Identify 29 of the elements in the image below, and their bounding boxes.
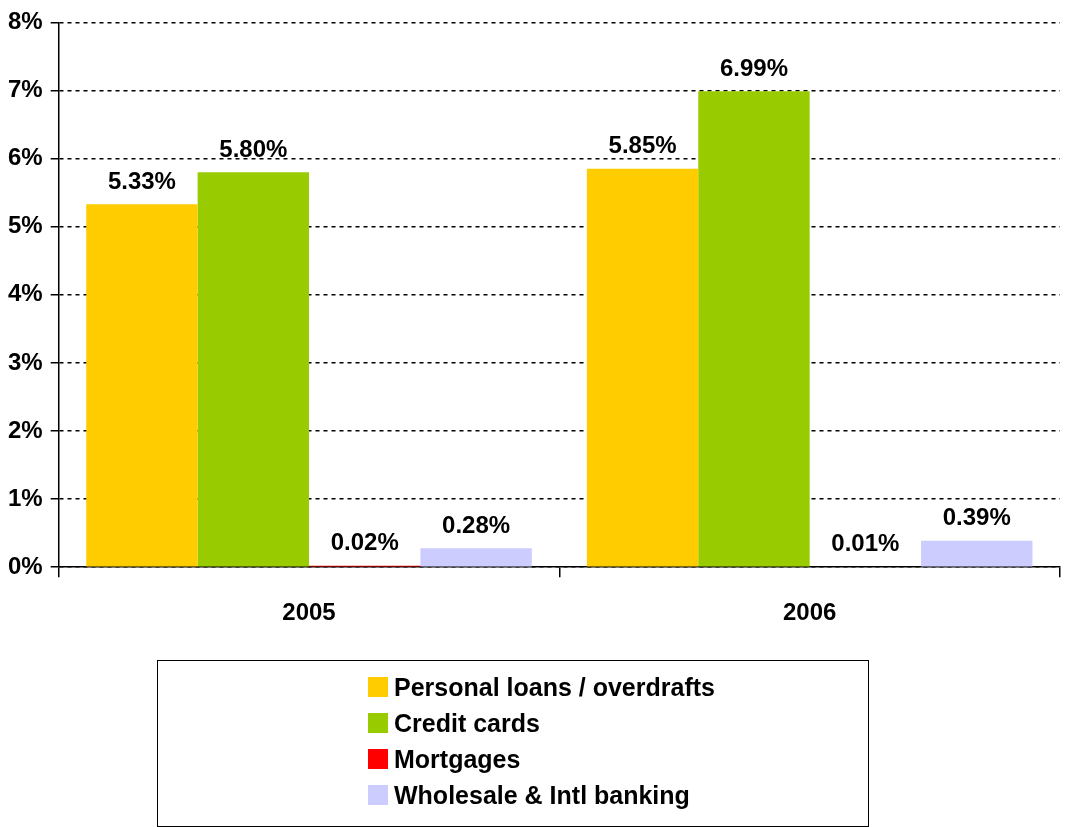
data-label: 5.80% — [219, 134, 288, 162]
data-label: 5.33% — [107, 166, 176, 194]
bar — [420, 548, 532, 567]
y-tick-label: 0% — [8, 551, 43, 579]
y-tick-label: 2% — [8, 415, 43, 443]
y-tick-label: 5% — [8, 211, 43, 239]
bar — [86, 204, 198, 567]
y-tick-label: 1% — [8, 483, 43, 511]
bar — [921, 540, 1033, 567]
data-label: 0.01% — [831, 529, 900, 557]
data-label: 0.28% — [442, 510, 511, 538]
y-tick-label: 8% — [8, 7, 43, 35]
bar — [698, 91, 810, 567]
legend-label: Credit cards — [394, 708, 540, 738]
x-tick-label: 2006 — [782, 598, 837, 626]
bar — [586, 168, 699, 567]
legend-label: Personal loans / overdrafts — [394, 672, 715, 702]
legend-label: Mortgages — [394, 744, 521, 774]
y-tick-label: 7% — [8, 75, 43, 103]
data-label: 0.02% — [330, 528, 399, 556]
legend-label: Wholesale & Intl banking — [394, 780, 690, 810]
bar — [197, 172, 310, 567]
y-tick-label: 3% — [8, 347, 43, 375]
x-tick-label: 2005 — [282, 598, 336, 626]
data-label: 5.85% — [608, 131, 677, 159]
y-tick-label: 4% — [8, 279, 43, 307]
data-label: 6.99% — [719, 53, 789, 81]
y-tick-label: 6% — [8, 143, 43, 171]
data-label: 0.39% — [942, 503, 1011, 531]
